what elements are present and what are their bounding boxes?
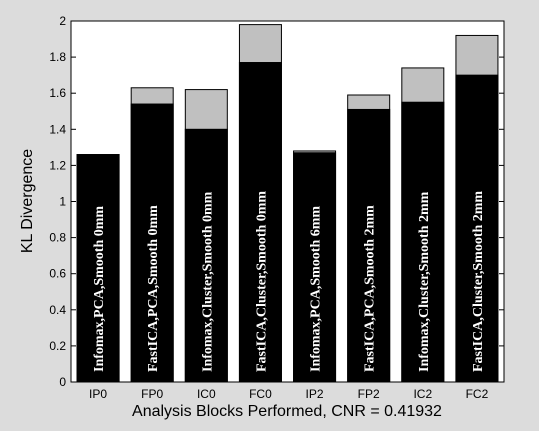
- bar-base-FC2: [455, 74, 499, 383]
- bar-label-IP0: Infomax,PCA,Smooth 0mm: [92, 206, 107, 372]
- y-tick-label: 1.2: [49, 158, 66, 172]
- y-tick-label: 0.4: [49, 303, 66, 317]
- x-tick-label-IP0: IP0: [89, 387, 107, 401]
- bar-label-IC2: Infomax,Cluster,Smooth 2mm: [417, 191, 432, 372]
- bar-label-IC0: Infomax,Cluster,Smooth 0mm: [200, 191, 215, 372]
- y-tick-label: 1.4: [49, 122, 66, 136]
- x-tick-label-IP2: IP2: [306, 387, 324, 401]
- x-axis-title: Analysis Blocks Performed, CNR = 0.41932: [132, 403, 442, 420]
- y-axis-title: KL Divergence: [19, 149, 36, 253]
- y-tick-label: 0: [59, 375, 66, 389]
- plot-frame: [70, 20, 505, 383]
- x-tick-label-IC0: IC0: [197, 387, 216, 401]
- bar-base-IP2: [293, 152, 337, 383]
- bar-base-FP2: [347, 108, 391, 383]
- bar-label-FC0: FastICA,Cluster,Smooth 0mm: [254, 191, 269, 372]
- bar-label-FC2: FastICA,Cluster,Smooth 2mm: [471, 191, 486, 372]
- x-tick-label-FC2: FC2: [466, 387, 489, 401]
- y-tick-label: 1.8: [49, 50, 66, 64]
- x-tick-label-FC0: FC0: [249, 387, 272, 401]
- bar-base-IP0: [76, 154, 120, 383]
- x-axis-ticks: IP0 FP0 IC0 FC0 IP2 FP2 IC2 FC2: [89, 377, 489, 401]
- bar-label-FP0: FastICA,PCA,Smooth 0mm: [146, 205, 161, 372]
- x-tick-label-FP0: FP0: [141, 387, 163, 401]
- bar-base-FC0: [238, 62, 282, 383]
- bar-labels-group: Infomax,PCA,Smooth 0mm FastICA,PCA,Smooth…: [92, 191, 486, 372]
- y-tick-label: 0.8: [49, 231, 66, 245]
- bar-label-FP2: FastICA,PCA,Smooth 2mm: [363, 205, 378, 372]
- y-tick-label: 1: [59, 195, 66, 209]
- y-axis-ticks: 0 0.2 0.4 0.6 0.8 1 1.2 1.4 1.6 1.8 2: [49, 14, 504, 389]
- y-tick-label: 0.6: [49, 267, 66, 281]
- bars-group: [76, 24, 499, 383]
- y-tick-label: 2: [59, 14, 66, 28]
- bar-label-IP2: Infomax,PCA,Smooth 6mm: [309, 206, 324, 372]
- y-tick-label: 1.6: [49, 86, 66, 100]
- x-tick-label-IC2: IC2: [413, 387, 432, 401]
- bar-base-IC2: [401, 101, 445, 383]
- y-tick-label: 0.2: [49, 339, 66, 353]
- x-tick-label-FP2: FP2: [358, 387, 380, 401]
